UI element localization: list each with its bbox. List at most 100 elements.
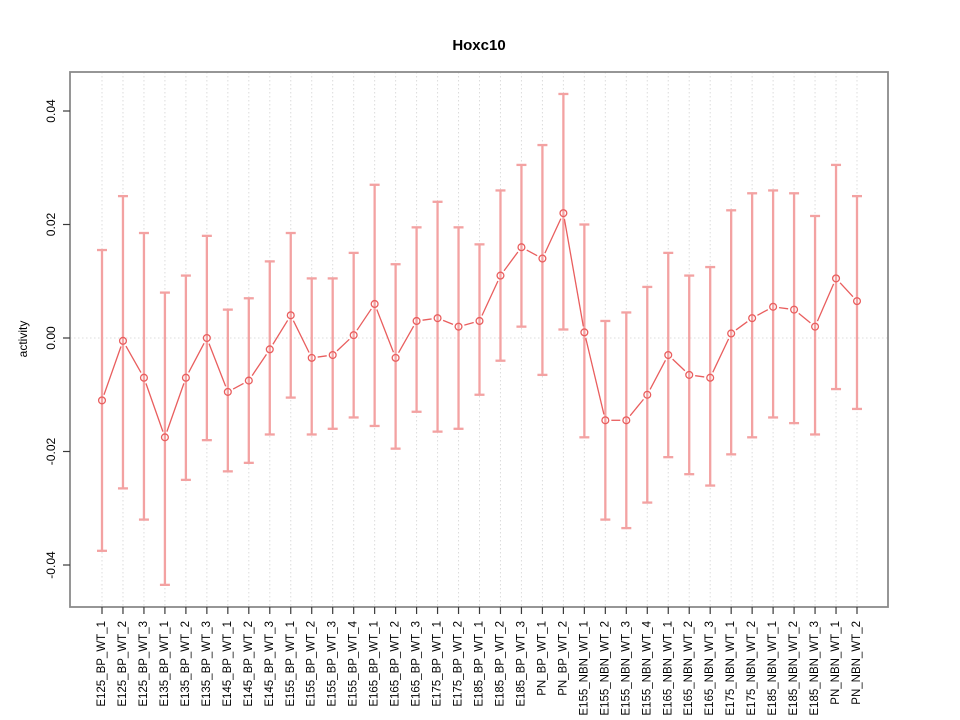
x-tick-label: E155_BP_WT_3 [327, 621, 339, 707]
x-tick-label: E165_NBN_WT_1 [662, 621, 674, 716]
series-segment [649, 360, 667, 390]
data-point [769, 302, 778, 311]
series-segment [481, 280, 499, 316]
data-point [852, 297, 862, 306]
data-point [139, 373, 148, 382]
series-segment [672, 358, 686, 372]
data-point [412, 316, 421, 326]
data-point [748, 314, 757, 323]
data-point [244, 376, 253, 385]
chart-title: Hoxc10 [452, 37, 505, 54]
series-segment [317, 355, 327, 358]
data-point [831, 274, 841, 283]
y-tick-label: 0.04 [44, 99, 58, 123]
x-tick-label: E145_BP_WT_1 [222, 621, 234, 707]
series-segment [585, 338, 605, 415]
x-tick-label: PN_BP_WT_1 [536, 621, 548, 696]
data-point [790, 305, 799, 314]
data-point [538, 254, 547, 263]
series-segment [629, 398, 644, 417]
series-segment [735, 321, 748, 331]
x-tick-label: E125_BP_WT_1 [96, 621, 108, 707]
series-segment [422, 318, 432, 321]
x-tick-label: E155_BP_WT_4 [348, 620, 360, 706]
data-point [580, 328, 589, 337]
series-segment [166, 383, 185, 432]
data-point [97, 396, 107, 405]
series-segment [125, 345, 142, 373]
x-tick-label: E185_NBN_WT_2 [788, 621, 800, 716]
series-segment [232, 382, 244, 390]
series-segment [816, 283, 835, 322]
x-tick-label: E185_NBN_WT_3 [809, 621, 821, 716]
x-tick-label: E185_BP_WT_1 [474, 621, 486, 707]
x-tick-label: E185_BP_WT_3 [515, 621, 527, 707]
series-segment [798, 312, 811, 324]
data-point [223, 387, 232, 396]
series-segment [398, 325, 415, 353]
x-tick-label: E125_BP_WT_2 [117, 621, 129, 707]
data-point [622, 416, 631, 425]
x-tick-label: E185_BP_WT_2 [494, 621, 506, 707]
x-tick-label: E165_NBN_WT_2 [683, 621, 695, 716]
data-point [559, 209, 568, 218]
data-point [454, 322, 463, 331]
y-tick-label: 0.00 [44, 326, 58, 350]
data-point [685, 370, 694, 379]
series-segment [442, 319, 454, 325]
series-segment [464, 321, 474, 326]
x-tick-label: E155_NBN_WT_4 [641, 620, 653, 715]
series-segment [356, 308, 372, 331]
data-point [181, 373, 190, 382]
series-segment [145, 383, 164, 432]
x-tick-label: E165_BP_WT_3 [411, 621, 423, 707]
data-point [328, 350, 337, 360]
series-segment [695, 375, 705, 378]
data-point [286, 311, 295, 320]
data-layer [97, 92, 862, 587]
y-axis-label: activity [16, 321, 30, 358]
data-point [160, 433, 169, 442]
series-segment [251, 353, 267, 376]
x-tick-label: E165_BP_WT_1 [369, 621, 381, 707]
x-tick-label: E165_BP_WT_2 [390, 621, 402, 707]
series-segment [292, 320, 310, 353]
x-tick-label: PN_BP_WT_2 [557, 621, 569, 696]
x-tick-label: E145_BP_WT_3 [264, 621, 276, 707]
x-tick-label: E175_BP_WT_2 [453, 621, 465, 707]
series-segment [563, 218, 584, 327]
data-point [265, 345, 274, 354]
series-segment [757, 309, 769, 316]
y-tick-label: 0.02 [44, 212, 58, 236]
x-tick-label: E165_NBN_WT_3 [704, 621, 716, 716]
data-point [475, 316, 484, 326]
x-tick-label: E155_NBN_WT_1 [578, 621, 590, 716]
data-point [643, 390, 652, 399]
series-segment [839, 282, 854, 298]
data-point [664, 350, 673, 360]
series-segment [188, 343, 205, 373]
x-tick-label: E135_BP_WT_2 [180, 621, 192, 707]
axes-layer: -0.04 -0.02 0.00 0.02 0.04 E125_BP_WT_1 E125_B… [44, 71, 889, 716]
data-point [370, 299, 379, 309]
x-tick-label: PN_NBN_WT_2 [851, 621, 863, 705]
x-tick-label: E155_BP_WT_1 [285, 621, 297, 707]
data-point [349, 331, 358, 340]
data-point [496, 271, 505, 280]
x-tick-label: E155_BP_WT_2 [306, 621, 318, 707]
x-tick-label: E125_BP_WT_3 [138, 621, 150, 707]
x-tick-label: E175_NBN_WT_2 [746, 621, 758, 716]
x-tick-label: PN_NBN_WT_1 [830, 621, 842, 705]
series-segment [526, 249, 538, 257]
series-segment [544, 218, 562, 254]
series-segment [336, 338, 350, 352]
x-tick-label: E155_NBN_WT_3 [620, 621, 632, 716]
x-tick-label: E175_NBN_WT_1 [725, 621, 737, 716]
data-point [391, 353, 400, 362]
data-point [601, 416, 610, 425]
series-segment [272, 320, 289, 345]
data-point [118, 336, 128, 345]
series-segment [778, 306, 789, 310]
x-tick-label: E175_BP_WT_1 [432, 621, 444, 707]
